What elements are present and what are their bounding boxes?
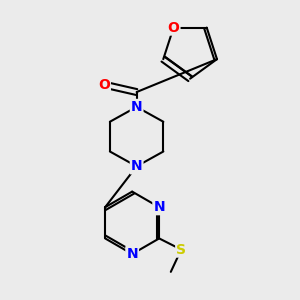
Text: O: O [98,78,110,92]
Text: N: N [131,100,142,114]
Text: N: N [131,159,142,173]
Text: O: O [168,21,179,34]
Text: N: N [126,247,138,261]
Text: S: S [176,243,186,256]
Text: N: N [153,200,165,214]
